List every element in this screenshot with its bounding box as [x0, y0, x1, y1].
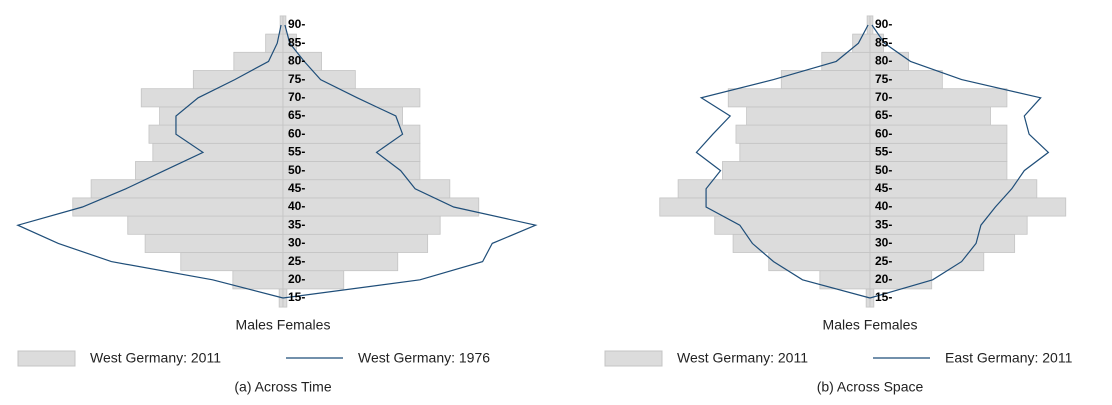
bar-female	[869, 33, 884, 53]
bar-female	[282, 51, 322, 71]
age-label: 90-	[288, 17, 305, 31]
bar-male	[732, 233, 871, 253]
age-label: 20-	[288, 272, 305, 286]
age-label: 25-	[875, 254, 892, 268]
bar-male	[127, 215, 284, 235]
age-label: 75-	[875, 72, 892, 86]
legend-label: West Germany: 2011	[90, 350, 221, 366]
bar-male	[677, 179, 871, 199]
bar-male	[739, 142, 871, 162]
bar-female	[282, 215, 441, 235]
age-label: 40-	[288, 199, 305, 213]
age-label: 60-	[288, 126, 305, 140]
bar-female	[869, 215, 1028, 235]
bar-male	[722, 161, 871, 181]
caption: (a) Across Time	[234, 379, 331, 395]
age-label: 20-	[875, 272, 892, 286]
caption: (b) Across Space	[817, 379, 924, 395]
line-females	[282, 24, 538, 299]
age-label: 30-	[288, 236, 305, 250]
age-label: 90-	[875, 17, 892, 31]
bar-male	[746, 106, 871, 126]
age-label: 55-	[875, 145, 892, 159]
age-label: 15-	[288, 290, 305, 304]
age-label: 45-	[875, 181, 892, 195]
age-label: 60-	[875, 126, 892, 140]
bar-male	[192, 70, 284, 90]
bar-male	[144, 233, 284, 253]
bar-female	[282, 15, 287, 35]
bar-male	[714, 215, 871, 235]
age-label: 50-	[875, 163, 892, 177]
age-label: 45-	[288, 181, 305, 195]
bar-male	[72, 197, 284, 217]
bar-male	[727, 88, 871, 108]
legend-label: West Germany: 1976	[358, 350, 490, 366]
legend-swatch	[604, 350, 663, 367]
age-label: 15-	[875, 290, 892, 304]
bar-female	[869, 51, 909, 71]
age-label: 70-	[875, 90, 892, 104]
age-label: 35-	[875, 217, 892, 231]
x-label: Males Females	[236, 317, 331, 333]
line-males	[16, 24, 284, 299]
bar-male	[735, 124, 871, 144]
age-label: 35-	[288, 217, 305, 231]
line-males	[695, 24, 871, 299]
x-label: Males Females	[823, 317, 918, 333]
bar-female	[282, 179, 451, 199]
bar-female	[282, 197, 480, 217]
legend-label: East Germany: 2011	[945, 350, 1073, 366]
legend-label: West Germany: 2011	[677, 350, 808, 366]
age-label: 85-	[875, 35, 892, 49]
bar-male	[180, 252, 284, 272]
bar-female	[869, 15, 874, 35]
bar-male	[152, 142, 284, 162]
bar-male	[232, 270, 284, 290]
bar-male	[821, 51, 871, 71]
age-label: 55-	[288, 145, 305, 159]
bar-female	[869, 197, 1067, 217]
bar-male	[148, 124, 284, 144]
bar-male	[135, 161, 284, 181]
age-label: 80-	[288, 54, 305, 68]
legend-swatch	[17, 350, 76, 367]
age-label: 30-	[875, 236, 892, 250]
bar-male	[659, 197, 871, 217]
bar-male	[233, 51, 284, 71]
bar-male	[90, 179, 284, 199]
age-label: 65-	[288, 108, 305, 122]
age-label: 40-	[875, 199, 892, 213]
age-label: 25-	[288, 254, 305, 268]
age-label: 80-	[875, 54, 892, 68]
age-label: 70-	[288, 90, 305, 104]
line-females	[869, 24, 1050, 299]
age-label: 65-	[875, 108, 892, 122]
age-label: 75-	[288, 72, 305, 86]
bar-male	[159, 106, 284, 126]
age-label: 50-	[288, 163, 305, 177]
age-label: 85-	[288, 35, 305, 49]
